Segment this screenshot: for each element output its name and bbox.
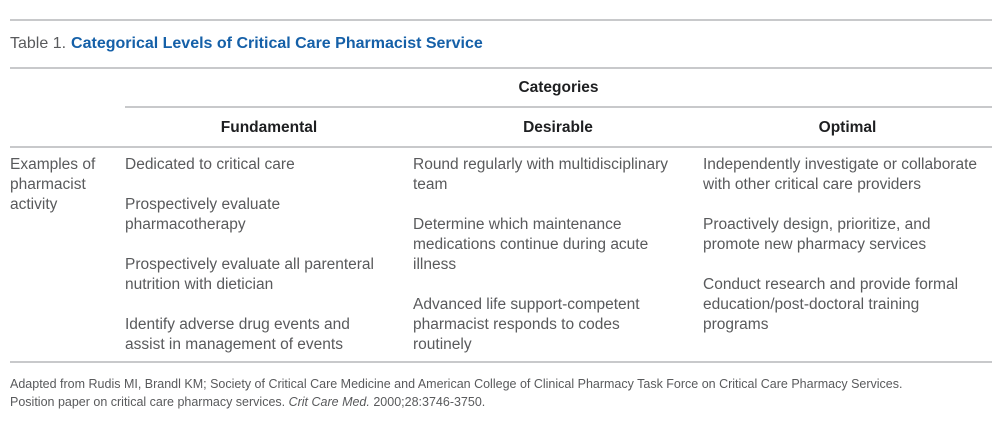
- column-header-desirable: Desirable: [523, 119, 593, 136]
- cell-paragraph: Dedicated to critical care: [125, 156, 295, 173]
- cell-desirable: Round regularly with multidisciplinary t…: [413, 155, 703, 355]
- table-number-label: Table 1.: [10, 35, 67, 52]
- table-body-row: Examples of pharmacist activity Dedicate…: [10, 155, 992, 355]
- cell-paragraph: Prospectively evaluate all parenteral nu…: [125, 256, 374, 293]
- cell-paragraph: Proactively design, prioritize, and prom…: [703, 216, 931, 253]
- cell-paragraph: Independently investigate or collaborate…: [703, 156, 978, 193]
- column-header-spacer: [10, 119, 125, 136]
- cell-paragraph: Advanced life support-competent pharmaci…: [413, 296, 640, 353]
- cell-paragraph: Determine which maintenance medications …: [413, 216, 649, 273]
- column-header-fundamental: Fundamental: [220, 119, 318, 136]
- cell-paragraph: Prospectively evaluate pharmacotherapy: [125, 196, 281, 233]
- top-rule: [10, 19, 992, 21]
- footnote-line-1: Adapted from Rudis MI, Brandl KM; Societ…: [10, 377, 903, 391]
- categories-group-header: Categories: [518, 79, 599, 96]
- bottom-rule: [10, 361, 992, 363]
- cell-paragraph: Round regularly with multidisciplinary t…: [413, 156, 668, 193]
- table-caption: Table 1. Categorical Levels of Critical C…: [10, 33, 992, 55]
- table-title: Categorical Levels of Critical Care Phar…: [71, 35, 483, 52]
- cell-paragraph: Conduct research and provide formal educ…: [703, 276, 959, 333]
- row-stub-label: Examples of pharmacist activity: [10, 156, 96, 213]
- footnote-journal-name: Crit Care Med.: [288, 395, 370, 409]
- column-header-row: Fundamental Desirable Optimal: [10, 119, 992, 136]
- footnote-citation-text: Position paper on critical care pharmacy…: [10, 395, 289, 409]
- footnote-line-2: Position paper on critical care pharmacy…: [10, 393, 992, 411]
- cell-fundamental: Dedicated to critical care Prospectively …: [125, 155, 413, 355]
- header-divider-rule: [10, 146, 992, 148]
- table-footnote: Adapted from Rudis MI, Brandl KM; Societ…: [10, 375, 992, 411]
- caption-divider-rule: [10, 67, 992, 69]
- cell-paragraph: Identify adverse drug events and assist …: [125, 316, 350, 353]
- footnote-citation-rest: 2000;28:3746-3750.: [369, 395, 486, 409]
- cell-optimal: Independently investigate or collaborate…: [703, 155, 992, 355]
- column-header-optimal: Optimal: [818, 119, 877, 136]
- categories-underline-rule: [125, 106, 992, 108]
